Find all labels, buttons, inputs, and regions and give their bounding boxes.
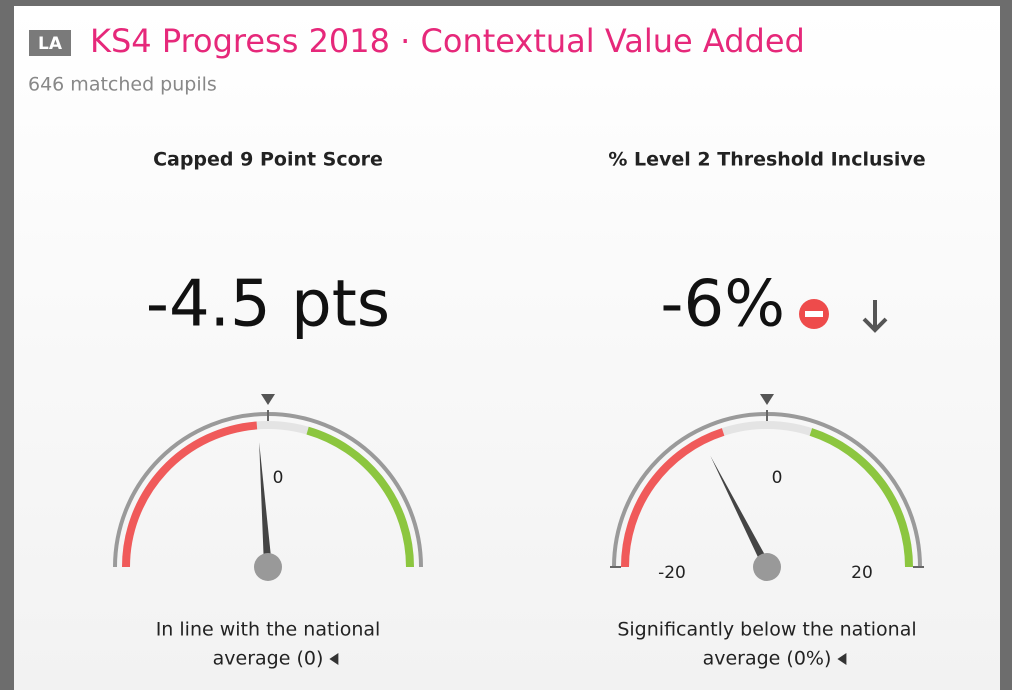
gauge-value: -4.5 pts — [146, 268, 390, 342]
reference-marker — [760, 394, 774, 405]
status-caption: Significantly below the national — [617, 619, 916, 641]
needle-pivot — [753, 553, 781, 581]
gauge-tick-label: -20 — [658, 563, 686, 583]
caption-arrow — [329, 653, 339, 665]
panel — [14, 6, 1000, 690]
gauge-needle — [710, 455, 771, 569]
gauge-title: Capped 9 Point Score — [153, 149, 383, 171]
reference-marker — [261, 394, 275, 405]
badge-box — [29, 30, 71, 56]
trend-arrow — [862, 300, 888, 333]
gauge-value: -6% — [660, 268, 785, 342]
caption-arrow — [837, 653, 847, 665]
title: KS4 Progress 2018 · Contextual Value Add… — [90, 22, 805, 60]
status-caption: average (0%) — [703, 648, 832, 670]
gauge-tick-label: 20 — [851, 563, 873, 583]
gauge-band — [122, 421, 258, 568]
status-caption: average (0) — [213, 648, 324, 670]
gauge-band — [621, 428, 725, 568]
needle-pivot — [254, 553, 282, 581]
gauge-needle — [259, 442, 272, 568]
status-icon-minus — [805, 311, 823, 317]
gauge-tick-label: 0 — [273, 468, 284, 488]
status-caption: In line with the national — [156, 619, 381, 641]
subtitle: 646 matched pupils — [28, 74, 217, 96]
gauge-tick-label: 0 — [772, 468, 783, 488]
badge: LA — [38, 34, 63, 54]
gauge-title: % Level 2 Threshold Inclusive — [608, 149, 925, 171]
gauge-band — [306, 426, 414, 568]
gauge-band — [809, 428, 913, 568]
